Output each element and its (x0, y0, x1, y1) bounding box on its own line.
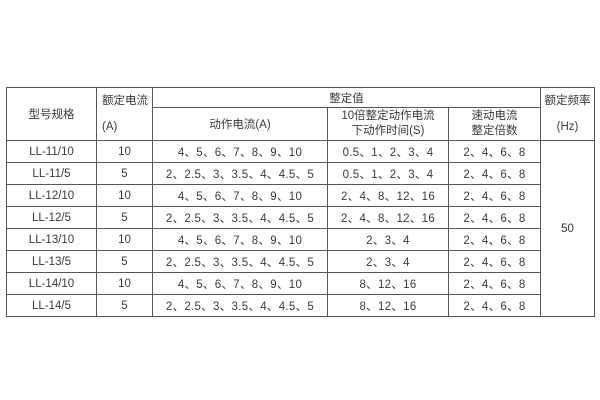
cell-quick-multiple: 2、4、6、8 (447, 294, 542, 317)
header-operating-time-line1: 10倍整定动作电流 (341, 110, 435, 123)
cell-quick-multiple: 2、4、6、8 (447, 162, 542, 185)
cell-rated-current: 5 (96, 206, 153, 229)
cell-quick-multiple: 2、4、6、8 (447, 250, 542, 273)
table-row: LL-13/5 5 2、2.5、3、3.5、4、4.5、5 2、3、4 2、4、… (6, 250, 595, 273)
header-operating-time: 10倍整定动作电流 下动作时间(S) (327, 107, 449, 141)
cell-quick-multiple: 2、4、6、8 (447, 140, 542, 163)
cell-operating-time: 2、4、8、12、16 (327, 206, 449, 229)
cell-model: LL-12/10 (6, 184, 97, 207)
spec-table: 型号规格 额定电流 (A) 整定值 额定频率 (Hz) 动作电流(A) 10倍整… (6, 86, 596, 317)
cell-operating-time: 2、3、4 (327, 228, 449, 251)
cell-quick-multiple: 2、4、6、8 (447, 184, 542, 207)
cell-operating-current: 2、2.5、3、3.5、4、4.5、5 (152, 294, 328, 317)
cell-operating-time: 8、12、16 (327, 272, 449, 295)
cell-rated-current: 5 (96, 294, 153, 317)
cell-operating-current: 2、2.5、3、3.5、4、4.5、5 (152, 206, 328, 229)
cell-operating-current: 4、5、6、7、8、9、10 (152, 140, 328, 163)
cell-rated-current: 10 (96, 184, 153, 207)
cell-rated-frequency: 50 (540, 140, 596, 317)
cell-model: LL-11/10 (6, 140, 97, 163)
header-rated-frequency-line2: (Hz) (556, 121, 579, 133)
cell-quick-multiple: 2、4、6、8 (447, 228, 542, 251)
cell-model: LL-14/5 (6, 294, 97, 317)
header-rated-current: 额定电流 (A) (96, 87, 153, 141)
cell-operating-current: 4、5、6、7、8、9、10 (152, 228, 328, 251)
table-row: LL-11/10 10 4、5、6、7、8、9、10 0.5、1、2、3、4 2… (6, 140, 596, 317)
cell-rated-current: 10 (96, 228, 153, 251)
cell-quick-multiple: 2、4、6、8 (447, 206, 542, 229)
cell-rated-current: 5 (96, 250, 153, 273)
cell-operating-time: 0.5、1、2、3、4 (327, 140, 449, 163)
table-row: LL-12/10 10 4、5、6、7、8、9、10 2、4、8、12、16 2… (6, 184, 595, 207)
cell-model: LL-12/5 (6, 206, 97, 229)
header-rated-frequency: 额定频率 (Hz) (540, 87, 596, 141)
cell-operating-time: 2、4、8、12、16 (327, 184, 449, 207)
cell-operating-time: 0.5、1、2、3、4 (327, 162, 449, 185)
table-row: LL-13/10 10 4、5、6、7、8、9、10 2、3、4 2、4、6、8 (6, 228, 595, 251)
cell-rated-current: 5 (96, 162, 153, 185)
cell-operating-time: 8、12、16 (327, 294, 449, 317)
header-rated-current-line2: (A) (102, 121, 118, 133)
table-row: LL-11/5 5 2、2.5、3、3.5、4、4.5、5 0.5、1、2、3、… (6, 162, 595, 185)
cell-model: LL-13/5 (6, 250, 97, 273)
header-quick-current-line2: 整定倍数 (471, 125, 518, 138)
header-setting-value: 整定值 (151, 86, 542, 109)
header-rated-frequency-line1: 额定频率 (544, 95, 591, 107)
cell-operating-current: 2、2.5、3、3.5、4、4.5、5 (152, 250, 328, 273)
header-row-sub: 动作电流(A) 10倍整定动作电流 下动作时间(S) 速动电流 整定倍数 (7, 107, 595, 141)
cell-model: LL-14/10 (6, 272, 97, 295)
header-model-spec: 型号规格 (6, 87, 97, 141)
cell-rated-current: 10 (96, 272, 153, 295)
header-row-top: 型号规格 额定电流 (A) 整定值 额定频率 (Hz) (6, 86, 596, 141)
cell-model: LL-13/10 (6, 228, 97, 251)
header-quick-current-line1: 速动电流 (471, 110, 518, 123)
header-rated-current-line1: 额定电流 (102, 95, 148, 107)
cell-model: LL-11/5 (6, 162, 97, 185)
header-operating-time-line2: 下动作时间(S) (351, 125, 425, 138)
cell-operating-current: 4、5、6、7、8、9、10 (152, 184, 328, 207)
table-row: LL-14/10 10 4、5、6、7、8、9、10 8、12、16 2、4、6… (6, 272, 595, 295)
cell-quick-multiple: 2、4、6、8 (447, 272, 542, 295)
table-row: LL-12/5 5 2、2.5、3、3.5、4、4.5、5 2、4、8、12、1… (6, 206, 595, 229)
cell-operating-current: 4、5、6、7、8、9、10 (152, 272, 328, 295)
cell-rated-current: 10 (96, 140, 153, 163)
table-row: LL-14/5 5 2、2.5、3、3.5、4、4.5、5 8、12、16 2、… (6, 294, 595, 317)
cell-operating-time: 2、3、4 (327, 250, 449, 273)
header-operating-current: 动作电流(A) (152, 107, 328, 141)
header-quick-current: 速动电流 整定倍数 (447, 107, 542, 141)
cell-operating-current: 2、2.5、3、3.5、4、4.5、5 (152, 162, 328, 185)
